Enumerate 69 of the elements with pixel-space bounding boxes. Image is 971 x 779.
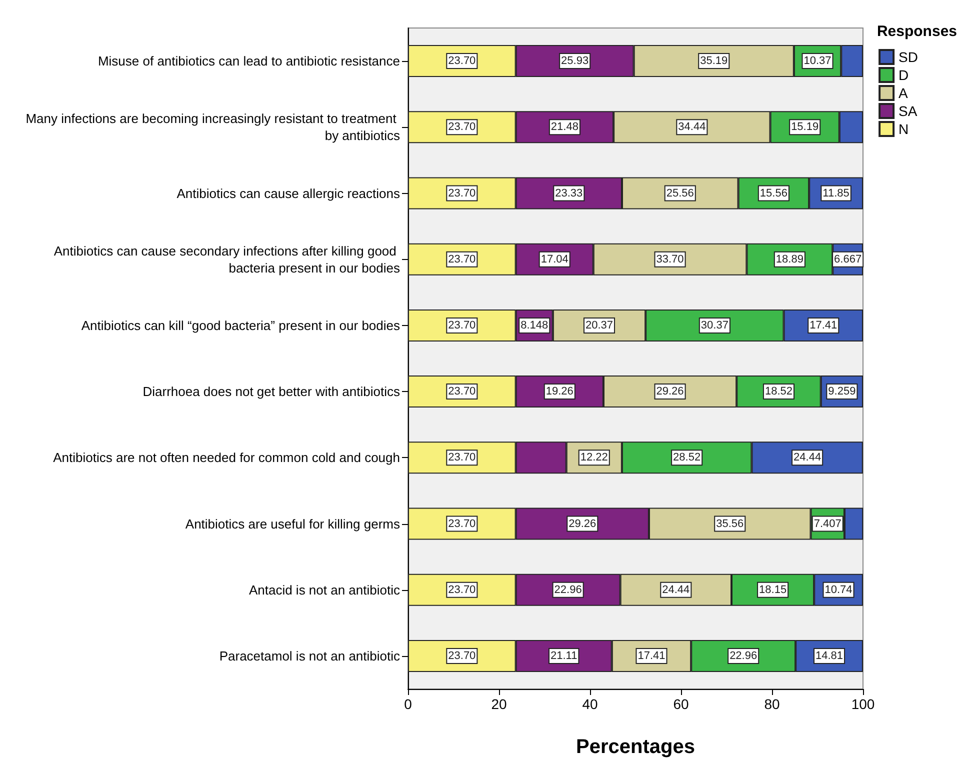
data-label: 15.56 bbox=[760, 187, 788, 200]
data-label: 17.04 bbox=[540, 253, 568, 266]
data-label: 23.70 bbox=[448, 121, 476, 134]
x-tick-label: 0 bbox=[404, 696, 412, 712]
x-tick-label: 60 bbox=[673, 696, 689, 712]
data-label: 11.85 bbox=[822, 187, 850, 200]
data-label: 10.37 bbox=[804, 55, 832, 68]
data-label: 17.41 bbox=[810, 319, 838, 332]
y-tick-label: Many infections are becoming increasingly resistant to treatment by antibiotics bbox=[26, 111, 400, 144]
data-label: 18.89 bbox=[776, 253, 804, 266]
data-label: 33.70 bbox=[656, 253, 684, 266]
data-label: 22.96 bbox=[554, 584, 582, 596]
data-label: 35.19 bbox=[700, 55, 728, 68]
data-label: 14.81 bbox=[815, 650, 844, 662]
data-label: 23.70 bbox=[448, 55, 476, 68]
data-label: 30.37 bbox=[700, 319, 728, 332]
data-label: 23.70 bbox=[448, 386, 476, 398]
y-tick-label: Antibiotics can kill “good bacteria” present in our bodies bbox=[81, 318, 400, 333]
data-label: 23.70 bbox=[448, 584, 476, 596]
y-tick-label: Antacid is not an antibiotic bbox=[248, 582, 400, 598]
y-tick-label: Antibiotics are not often needed for common cold and cough bbox=[53, 450, 400, 466]
data-label: 6.667 bbox=[834, 253, 862, 266]
data-label: 20.37 bbox=[585, 319, 614, 332]
data-label: 25.93 bbox=[561, 55, 589, 68]
data-label: 23.70 bbox=[448, 319, 476, 332]
y-tick-label: Antibiotics can cause allergic reactions bbox=[176, 186, 400, 201]
x-tick-label: 100 bbox=[851, 696, 875, 712]
data-label: 23.70 bbox=[448, 187, 476, 200]
y-tick-label: Paracetamol is not an antibiotic bbox=[219, 648, 400, 664]
data-label: 7.407 bbox=[814, 518, 842, 530]
x-tick-label: 80 bbox=[764, 696, 780, 712]
data-label: 29.26 bbox=[656, 386, 684, 398]
y-tick-label: Antibiotics are useful for killing germs bbox=[185, 516, 400, 532]
data-label: 28.52 bbox=[673, 452, 701, 464]
data-label: 21.48 bbox=[550, 121, 578, 134]
legend-label: SD bbox=[898, 49, 918, 65]
data-label: 23.33 bbox=[555, 187, 583, 200]
legend-label: SA bbox=[898, 103, 918, 119]
data-label: 24.44 bbox=[794, 452, 822, 464]
data-label: 17.41 bbox=[638, 650, 666, 662]
data-label: 34.44 bbox=[678, 121, 706, 134]
data-label: 10.74 bbox=[824, 584, 852, 596]
y-tick-label: Antibiotics can cause secondary infections after killing good bacteria present in our bodies bbox=[54, 243, 400, 276]
data-label: 12.22 bbox=[580, 452, 608, 464]
x-axis-title: Percentages bbox=[576, 736, 695, 758]
data-label: 22.96 bbox=[730, 650, 758, 662]
legend-title: Responses bbox=[876, 23, 958, 40]
data-label: 19.26 bbox=[546, 386, 574, 398]
legend-label: D bbox=[898, 67, 909, 83]
data-label: 21.11 bbox=[550, 650, 578, 662]
data-label: 18.15 bbox=[759, 584, 787, 596]
data-label: 23.70 bbox=[448, 518, 476, 530]
data-label: 25.56 bbox=[666, 187, 694, 200]
data-label: 9.259 bbox=[828, 386, 856, 398]
data-label: 24.44 bbox=[662, 584, 690, 596]
data-label: 15.19 bbox=[791, 121, 819, 134]
data-label: 23.70 bbox=[448, 452, 476, 464]
legend-label: A bbox=[898, 85, 909, 101]
data-label: 29.26 bbox=[568, 518, 596, 530]
x-tick-label: 40 bbox=[582, 696, 598, 712]
data-label: 35.56 bbox=[716, 518, 744, 530]
data-label: 23.70 bbox=[448, 253, 476, 266]
data-label: 18.52 bbox=[764, 386, 792, 398]
y-tick-label: Misuse of antibiotics can lead to antibiotic resistance bbox=[98, 54, 400, 69]
y-tick-label: Diarrhoea does not get better with antibiotics bbox=[142, 384, 400, 400]
data-label: 23.70 bbox=[448, 650, 476, 662]
legend-label: N bbox=[898, 121, 909, 137]
data-label: 8.148 bbox=[520, 319, 548, 332]
x-tick-label: 20 bbox=[491, 696, 507, 712]
